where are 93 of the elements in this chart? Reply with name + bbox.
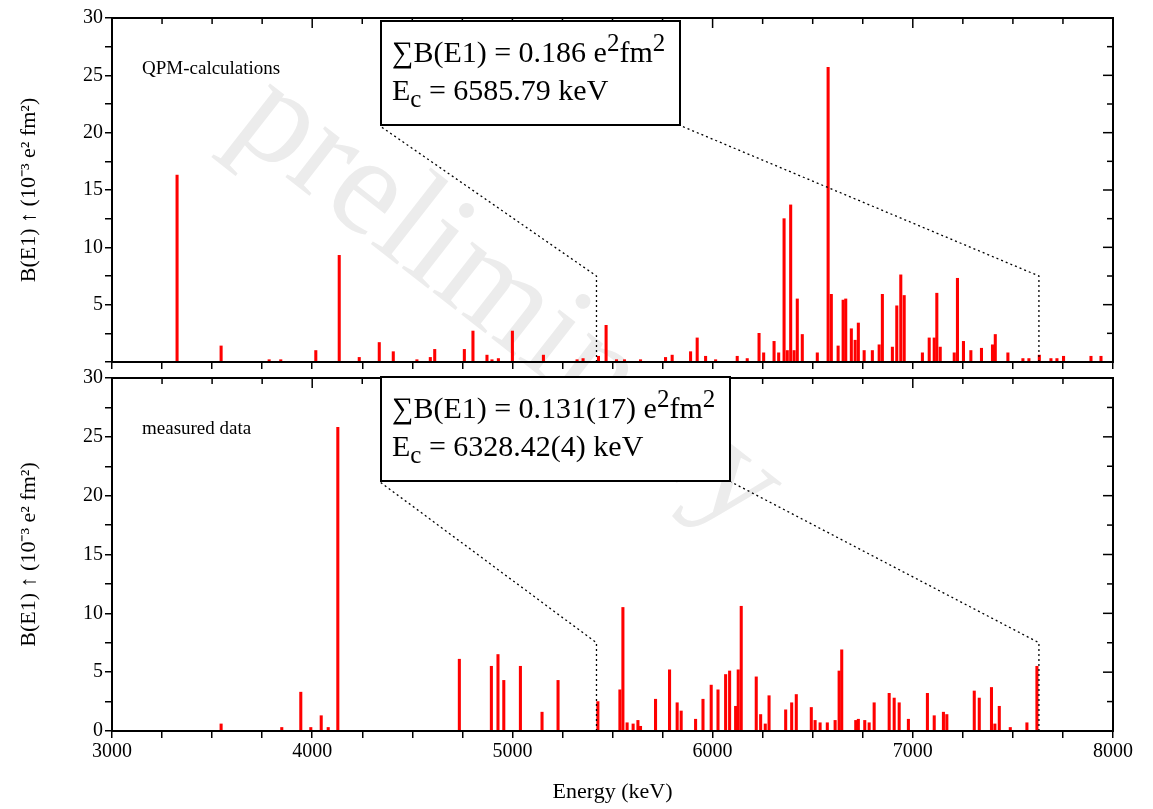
y-tick-label: 30 bbox=[83, 5, 103, 28]
bar bbox=[993, 334, 997, 362]
bar bbox=[668, 669, 672, 731]
y-tick-label: 25 bbox=[83, 62, 103, 85]
x-tick-label: 3000 bbox=[92, 739, 132, 762]
bar bbox=[1049, 358, 1053, 362]
bar bbox=[518, 665, 522, 731]
bar bbox=[621, 607, 625, 731]
bar bbox=[716, 689, 720, 731]
bar bbox=[709, 684, 713, 731]
bar bbox=[754, 676, 758, 731]
bar bbox=[724, 674, 728, 731]
bar bbox=[1025, 722, 1029, 731]
bar bbox=[175, 174, 179, 362]
bar bbox=[794, 694, 798, 731]
x-tick-label: 8000 bbox=[1093, 739, 1133, 762]
bar bbox=[870, 350, 874, 362]
bar bbox=[969, 350, 973, 362]
bar bbox=[489, 665, 493, 731]
y-tick-label: 0 bbox=[93, 718, 103, 741]
bar bbox=[892, 697, 896, 731]
bar bbox=[925, 693, 929, 731]
bar bbox=[299, 691, 303, 731]
bar bbox=[906, 718, 910, 731]
bar bbox=[556, 680, 560, 731]
bar bbox=[945, 714, 949, 731]
x-tick-label: 7000 bbox=[892, 739, 933, 762]
bar bbox=[502, 680, 506, 731]
bar bbox=[849, 328, 853, 362]
bar bbox=[818, 722, 822, 731]
bar bbox=[989, 687, 994, 731]
bar bbox=[972, 690, 976, 731]
y-tick-label: 5 bbox=[93, 659, 103, 682]
bar bbox=[979, 347, 983, 362]
bar bbox=[809, 707, 813, 731]
bar bbox=[496, 654, 500, 731]
bar bbox=[927, 337, 931, 362]
bar bbox=[739, 605, 743, 731]
bar bbox=[1089, 355, 1093, 362]
bar bbox=[836, 345, 840, 362]
x-tick-label: 6000 bbox=[692, 739, 733, 762]
bar bbox=[728, 670, 732, 731]
bar bbox=[863, 720, 867, 731]
y-tick-label: 30 bbox=[83, 365, 103, 388]
bar bbox=[977, 697, 981, 731]
bar bbox=[867, 722, 871, 731]
x-tick-label: 5000 bbox=[492, 739, 533, 762]
bar bbox=[872, 702, 876, 731]
y-tick-label: 10 bbox=[83, 234, 103, 257]
bar bbox=[675, 702, 679, 731]
bar bbox=[457, 658, 461, 731]
bar bbox=[1006, 352, 1010, 362]
bar bbox=[961, 341, 965, 362]
bar bbox=[880, 294, 884, 362]
bar bbox=[935, 292, 939, 362]
bar bbox=[997, 705, 1001, 731]
y-tick-label: 20 bbox=[83, 119, 103, 142]
bar bbox=[887, 693, 891, 731]
bar bbox=[636, 720, 640, 731]
bar bbox=[825, 722, 829, 731]
y-tick-label: 15 bbox=[83, 541, 103, 564]
bar bbox=[826, 66, 830, 362]
y-axis-title: B(E1) ↑ (10⁻³ e² fm²) bbox=[14, 97, 40, 283]
y-tick-label: 15 bbox=[83, 177, 103, 200]
bar bbox=[767, 695, 771, 731]
bar bbox=[1021, 358, 1025, 362]
bar bbox=[790, 702, 794, 731]
bar bbox=[319, 715, 323, 731]
bar bbox=[897, 702, 901, 731]
bar bbox=[899, 274, 903, 362]
y-axis-title: B(E1) ↑ (10⁻³ e² fm²) bbox=[14, 462, 40, 647]
bar bbox=[784, 709, 788, 731]
bar bbox=[694, 718, 698, 731]
bar bbox=[540, 711, 544, 731]
bar bbox=[625, 722, 629, 731]
x-tick-label: 4000 bbox=[292, 739, 333, 762]
bar bbox=[1055, 358, 1059, 362]
y-tick-label: 5 bbox=[93, 291, 103, 314]
bar bbox=[955, 277, 959, 362]
bar bbox=[862, 350, 866, 362]
bar bbox=[856, 322, 860, 362]
y-tick-label: 25 bbox=[83, 424, 103, 447]
y-tick-label: 20 bbox=[83, 482, 103, 505]
bar bbox=[701, 698, 705, 731]
bar bbox=[654, 698, 658, 731]
bar bbox=[1099, 355, 1103, 362]
x-axis-title: Energy (keV) bbox=[552, 777, 673, 803]
bar bbox=[840, 649, 844, 731]
bar bbox=[932, 715, 936, 731]
y-tick-label: 10 bbox=[83, 600, 103, 623]
bar bbox=[920, 352, 924, 362]
bar bbox=[941, 711, 945, 731]
bar bbox=[1027, 358, 1031, 362]
